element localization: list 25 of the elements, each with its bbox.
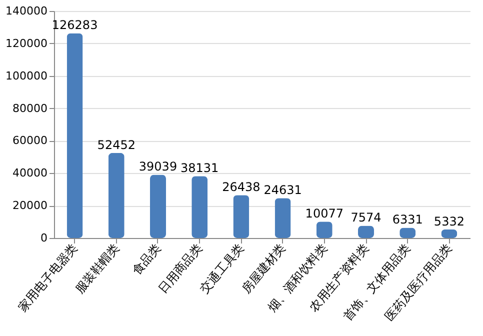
y-tick-label: 140000 xyxy=(6,4,48,18)
bar xyxy=(108,152,124,238)
y-tick-label: 100000 xyxy=(6,69,48,82)
y-tick-label: 120000 xyxy=(6,36,48,50)
data-label: 126283 xyxy=(52,18,98,32)
bar xyxy=(150,174,166,238)
y-tick-label: 0 xyxy=(40,232,48,244)
bar xyxy=(66,33,83,238)
data-label: 38131 xyxy=(180,161,219,176)
y-tick-label: 40000 xyxy=(12,166,48,180)
data-label: 39039 xyxy=(138,160,178,174)
data-label: 24631 xyxy=(264,183,302,198)
data-label: 52452 xyxy=(97,138,136,152)
data-label: 7574 xyxy=(350,210,382,225)
bar xyxy=(274,198,291,238)
y-tick-label: 60000 xyxy=(12,134,48,148)
data-label: 6331 xyxy=(392,212,423,227)
x-tick-label: 食品类 xyxy=(129,241,164,278)
data-label: 10077 xyxy=(305,206,344,221)
data-label: 5332 xyxy=(434,214,464,228)
bar xyxy=(233,195,250,238)
y-tick-label: 20000 xyxy=(12,199,48,212)
data-label: 26438 xyxy=(222,180,260,194)
bar xyxy=(192,176,208,238)
y-tick-label: 80000 xyxy=(12,102,48,115)
